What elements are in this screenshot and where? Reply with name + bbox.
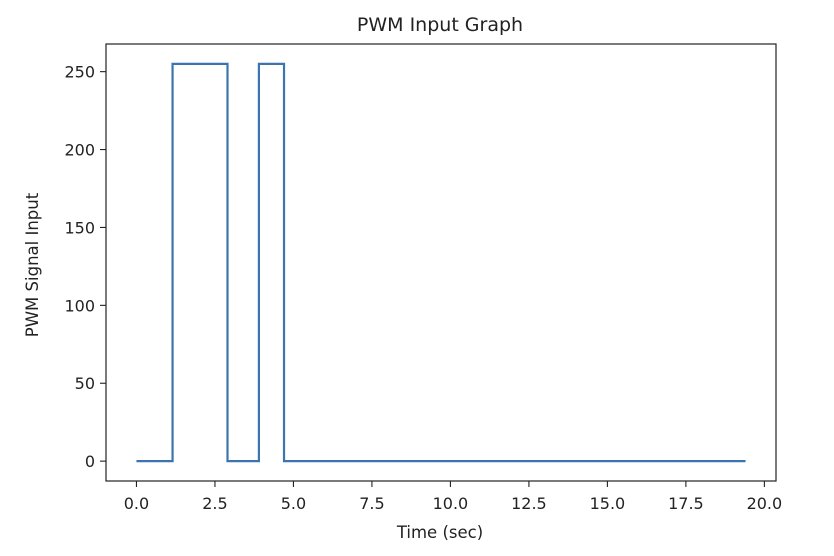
y-tick-label: 200 (64, 141, 95, 160)
x-axis: 0.0 2.5 5.0 7.5 10.0 12.5 15.0 17.5 20.0 (124, 481, 782, 513)
x-tick-label: 10.0 (433, 494, 469, 513)
y-tick-label: 50 (75, 374, 95, 393)
x-tick-label: 7.5 (359, 494, 384, 513)
chart-title: PWM Input Graph (357, 14, 523, 36)
x-tick-label: 0.0 (124, 494, 149, 513)
y-axis: 0 50 100 150 200 250 (64, 63, 106, 471)
y-axis-label: PWM Signal Input (23, 192, 42, 337)
y-tick-label: 250 (64, 63, 95, 82)
y-tick-label: 100 (64, 296, 95, 315)
x-tick-label: 12.5 (511, 494, 547, 513)
y-tick-label: 150 (64, 218, 95, 237)
x-tick-label: 15.0 (590, 494, 626, 513)
plot-area-frame (105, 43, 777, 482)
series-line (136, 62, 746, 463)
x-tick-label: 5.0 (281, 494, 306, 513)
y-tick-label: 0 (85, 452, 95, 471)
x-tick-label: 17.5 (668, 494, 704, 513)
series-group (136, 62, 746, 463)
x-tick-label: 2.5 (202, 494, 227, 513)
x-axis-label: Time (sec) (396, 523, 483, 542)
x-tick-label: 20.0 (747, 494, 783, 513)
